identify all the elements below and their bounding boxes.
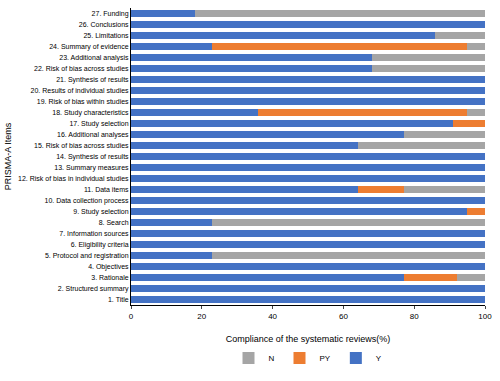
svg-text:26. Conclusions: 26. Conclusions — [79, 21, 129, 28]
svg-text:1. Title: 1. Title — [108, 296, 129, 303]
svg-text:0: 0 — [129, 312, 134, 321]
svg-text:21. Synthesis of results: 21. Synthesis of results — [56, 76, 129, 84]
svg-text:27. Funding: 27. Funding — [92, 10, 129, 18]
svg-text:5. Protocol and registration: 5. Protocol and registration — [45, 252, 129, 260]
svg-text:7. Information sources: 7. Information sources — [59, 230, 129, 237]
svg-text:25. Limitations: 25. Limitations — [83, 32, 129, 39]
svg-text:16. Additional analyses: 16. Additional analyses — [57, 131, 129, 139]
svg-text:23. Additional analysis: 23. Additional analysis — [59, 54, 129, 62]
svg-text:13. Summary measures: 13. Summary measures — [54, 164, 129, 172]
svg-text:N: N — [269, 354, 275, 363]
svg-text:19. Risk of bias within studie: 19. Risk of bias within studies — [37, 98, 129, 105]
svg-text:20: 20 — [197, 312, 206, 321]
svg-text:6. Eligibility criteria: 6. Eligibility criteria — [71, 241, 129, 249]
svg-text:Y: Y — [376, 354, 382, 363]
svg-text:10. Data collection process: 10. Data collection process — [45, 197, 130, 205]
svg-text:18. Study characteristics: 18. Study characteristics — [52, 109, 129, 117]
svg-text:24. Summary of evidence: 24. Summary of evidence — [49, 43, 128, 51]
svg-text:PY: PY — [320, 354, 331, 363]
svg-text:12. Risk of bias in individual: 12. Risk of bias in individual studies — [18, 175, 129, 182]
svg-text:2. Structured summary: 2. Structured summary — [58, 285, 129, 293]
svg-text:40: 40 — [268, 312, 277, 321]
svg-text:20. Results of individual stud: 20. Results of individual studies — [31, 87, 130, 94]
svg-text:17. Study selection: 17. Study selection — [69, 120, 128, 128]
svg-text:9. Study selection: 9. Study selection — [73, 208, 128, 216]
svg-text:80: 80 — [410, 312, 419, 321]
svg-text:3. Rationale: 3. Rationale — [91, 274, 128, 281]
svg-text:15. Risk of bias across studie: 15. Risk of bias across studies — [34, 142, 129, 149]
svg-text:11. Data items: 11. Data items — [84, 186, 129, 193]
svg-text:14. Synthesis of results: 14. Synthesis of results — [56, 153, 129, 161]
svg-text:Compliance of the systematic r: Compliance of the systematic reviews(%) — [226, 334, 391, 344]
svg-text:60: 60 — [339, 312, 348, 321]
svg-text:100: 100 — [478, 312, 492, 321]
svg-text:8. Search: 8. Search — [99, 219, 129, 226]
svg-text:4. Objectives: 4. Objectives — [88, 263, 129, 271]
svg-text:PRISMA-A Items: PRISMA-A Items — [3, 122, 13, 190]
svg-text:22. Risk of bias across studie: 22. Risk of bias across studies — [34, 65, 129, 72]
